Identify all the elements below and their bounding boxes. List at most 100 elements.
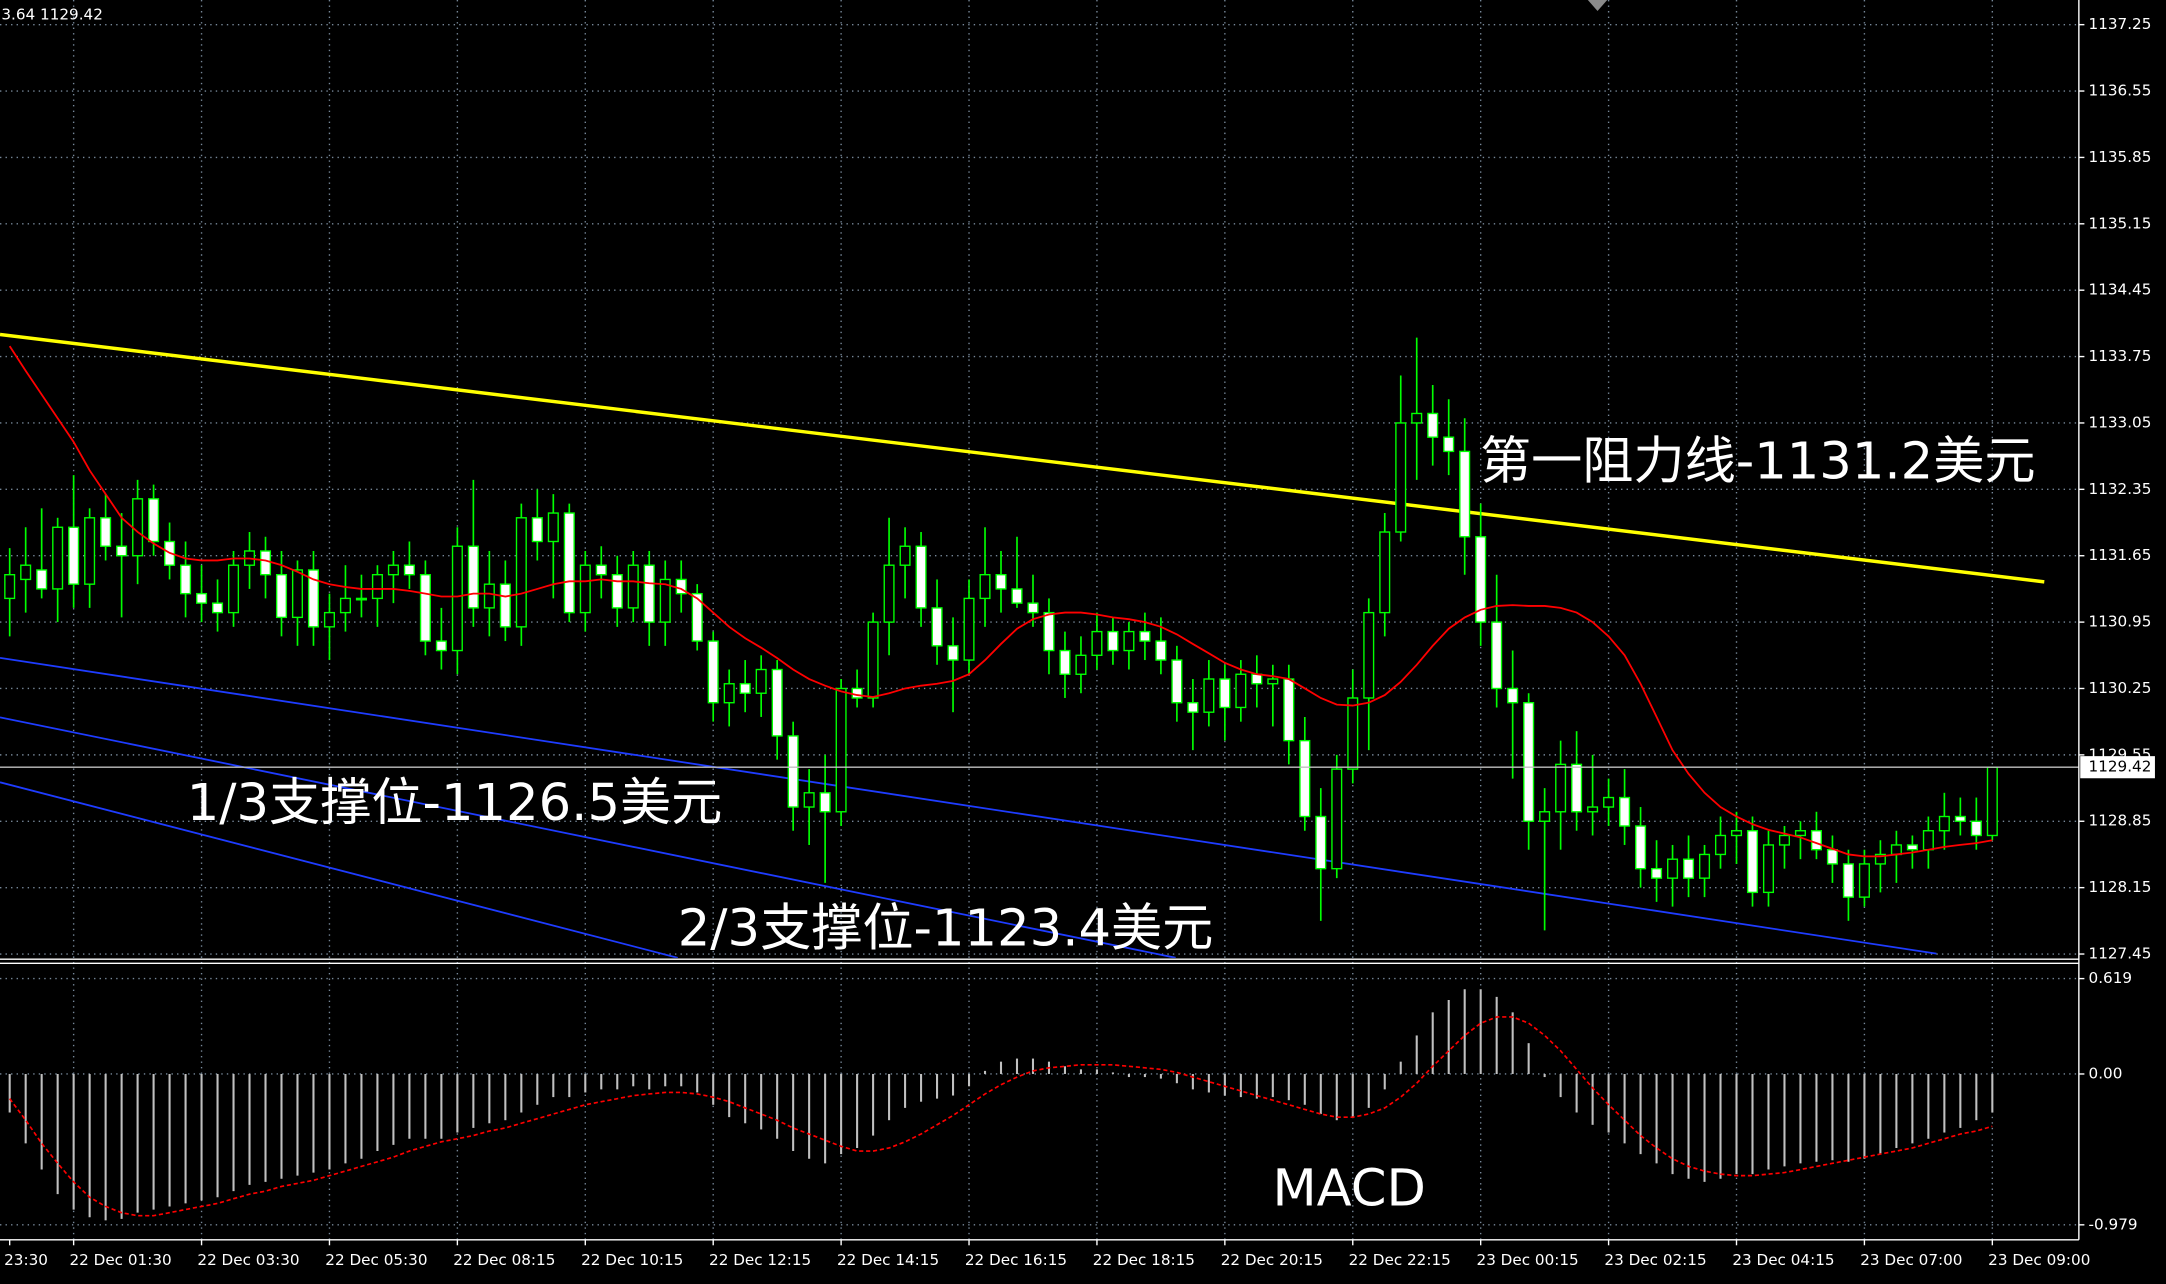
candle-body xyxy=(627,564,639,609)
candle-body xyxy=(931,607,943,647)
y-tick-label: 1130.25 xyxy=(2089,679,2152,697)
candle-body xyxy=(1619,796,1631,827)
y-tick-label: -0.979 xyxy=(2089,1215,2138,1233)
candle-body xyxy=(339,597,351,614)
candle-body xyxy=(1315,815,1327,870)
y-tick-label: 0.619 xyxy=(2089,969,2133,987)
y-tick-label: 1135.15 xyxy=(2089,214,2152,232)
candle-body xyxy=(1667,858,1679,879)
macd-label: MACD xyxy=(1272,1159,1425,1218)
candle-body xyxy=(659,578,671,623)
candle-body xyxy=(1443,436,1455,453)
candle-body xyxy=(1762,844,1775,894)
moving-average xyxy=(8,345,1993,858)
x-tick-label: 22 Dec 03:30 xyxy=(197,1251,299,1269)
candle-body xyxy=(1379,531,1391,614)
candle-body xyxy=(1027,602,1039,614)
candle-body xyxy=(1203,678,1215,713)
candle-body xyxy=(1986,766,1998,837)
candle-body xyxy=(1954,815,1966,822)
candle-body xyxy=(1011,588,1023,604)
candle-body xyxy=(723,683,735,704)
candle-body xyxy=(1283,678,1295,742)
resistance-line xyxy=(0,332,2045,584)
candle-body xyxy=(4,573,16,600)
candle-body xyxy=(947,645,959,661)
candle-body xyxy=(1778,834,1791,846)
support-line xyxy=(0,781,678,958)
candle-body xyxy=(1331,768,1343,870)
candle-body xyxy=(1730,830,1743,837)
candle-body xyxy=(1874,853,1886,865)
candle-body xyxy=(1698,853,1711,879)
y-tick-label: 1132.35 xyxy=(2089,480,2152,498)
candle-body xyxy=(1091,630,1103,656)
info-text: 3.64 1129.42 xyxy=(1,6,102,24)
candle-body xyxy=(995,573,1007,590)
candle-body xyxy=(1938,815,1950,832)
annotation: 1/3支撑位-1126.5美元 xyxy=(187,774,723,833)
y-tick-label: 1128.85 xyxy=(2089,812,2152,830)
support-line xyxy=(0,716,1176,958)
candle-body xyxy=(691,592,703,642)
candle-body xyxy=(851,687,863,699)
x-tick-label: 23:30 xyxy=(4,1251,48,1269)
candle-body xyxy=(323,611,335,628)
candle-body xyxy=(675,578,687,595)
candle-body xyxy=(771,668,783,737)
x-tick-label: 23 Dec 00:15 xyxy=(1477,1251,1579,1269)
candle-body xyxy=(483,583,495,609)
candle-body xyxy=(307,569,320,628)
candle-body xyxy=(515,517,527,628)
candle-body xyxy=(963,597,975,661)
candle-body xyxy=(1842,863,1854,898)
candle-body xyxy=(1970,820,1982,837)
candle-body xyxy=(883,564,895,623)
candle-body xyxy=(579,564,591,614)
candle-body xyxy=(1219,678,1231,709)
candle-body xyxy=(1555,763,1567,813)
candle-body xyxy=(212,602,224,614)
x-tick-label: 22 Dec 08:15 xyxy=(453,1251,555,1269)
candle-body xyxy=(1363,611,1375,699)
candle-body xyxy=(275,573,288,619)
candle-body xyxy=(1794,830,1806,837)
x-tick-label: 22 Dec 22:15 xyxy=(1349,1251,1451,1269)
candle-body xyxy=(387,564,399,576)
candle-body xyxy=(499,583,511,628)
candle-body xyxy=(531,517,543,543)
candle-body xyxy=(1235,673,1247,709)
candle-body xyxy=(1810,830,1822,851)
candle-body xyxy=(196,592,208,604)
candle-body xyxy=(787,735,799,808)
candle-body xyxy=(595,564,607,576)
candle-body xyxy=(915,545,927,609)
candle-body xyxy=(611,573,623,609)
last-price-box xyxy=(2080,756,2155,779)
candle-body xyxy=(1475,536,1487,623)
marks xyxy=(0,337,2079,1221)
candle-body xyxy=(1299,739,1311,818)
candle-body xyxy=(227,564,240,614)
candle-body xyxy=(1395,422,1407,533)
candle-body xyxy=(291,569,304,619)
candle-body xyxy=(547,512,559,543)
x-tick-label: 22 Dec 14:15 xyxy=(837,1251,939,1269)
y-tick-label: 1133.75 xyxy=(2089,347,2152,365)
candle-body xyxy=(643,564,655,623)
annotation: 第一阻力线-1131.2美元 xyxy=(1480,432,2036,491)
x-tick-label: 23 Dec 04:15 xyxy=(1732,1251,1834,1269)
candle-body xyxy=(1459,450,1471,538)
y-tick-label: 1133.05 xyxy=(2089,413,2152,431)
candle-body xyxy=(1587,806,1599,813)
candle-body xyxy=(819,792,831,813)
y-tick-label: 1135.85 xyxy=(2089,148,2152,166)
candle-body xyxy=(1906,844,1918,851)
last-price-label: 1129.42 xyxy=(2089,758,2152,776)
candle-body xyxy=(84,517,96,585)
candle-body xyxy=(1139,630,1151,642)
candle-body xyxy=(1539,811,1551,822)
